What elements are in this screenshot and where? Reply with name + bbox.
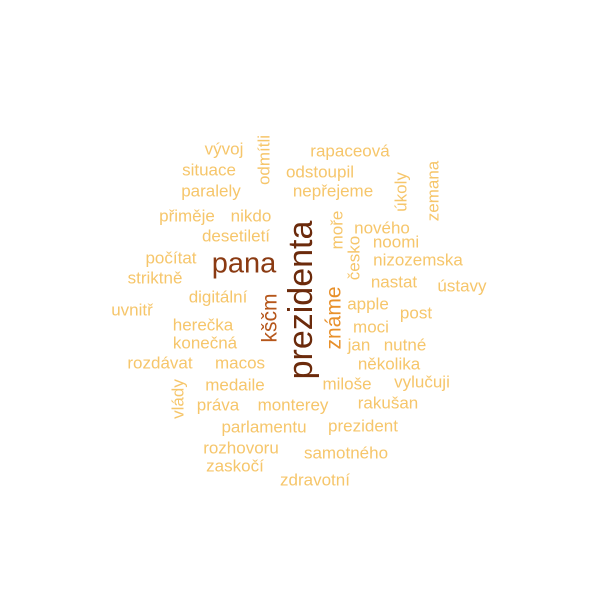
word-striktne: striktně: [127, 268, 183, 288]
word-apple: apple: [347, 294, 389, 314]
word-uvnitr: uvnitř: [111, 300, 153, 320]
word-neprejeme: nepřejeme: [292, 181, 374, 201]
word-moci: moci: [353, 317, 389, 337]
word-cesko: česko: [344, 235, 364, 281]
word-more: moře: [327, 210, 347, 250]
word-zemana: zemana: [423, 160, 443, 222]
word-odmitli: odmítli: [254, 134, 274, 186]
word-post: post: [399, 303, 433, 323]
word-nizozemska: nizozemska: [373, 250, 463, 270]
word-pana: pana: [211, 247, 277, 280]
word-vyvoj: vývoj: [204, 139, 244, 159]
word-noomi: noomi: [372, 232, 420, 252]
word-herecka: herečka: [172, 315, 234, 335]
word-ustavy: ústavy: [437, 276, 487, 296]
word-kscm: kščm: [258, 293, 282, 343]
word-rozhovoru: rozhovoru: [203, 438, 279, 458]
word-zdravotni: zdravotní: [280, 470, 350, 490]
word-paralely: paralely: [181, 181, 241, 201]
word-prava: práva: [196, 395, 240, 415]
word-zaskoci: zaskočí: [206, 456, 264, 476]
word-monterey: monterey: [257, 395, 329, 415]
word-samotneho: samotného: [303, 443, 389, 463]
word-zname: známe: [322, 286, 346, 350]
word-milose: miloše: [322, 374, 372, 394]
word-parlamentu: parlamentu: [221, 417, 307, 437]
word-vylucuji: vylučuji: [394, 372, 450, 392]
word-digitalni: digitální: [188, 287, 248, 307]
word-prezidenta: prezidenta: [282, 220, 320, 380]
word-rozdavat: rozdávat: [127, 353, 193, 373]
word-konecna: konečná: [172, 333, 238, 353]
word-noveho: nového: [354, 218, 410, 238]
word-primeje: přiměje: [159, 206, 215, 226]
word-prezident: prezident: [328, 416, 398, 436]
word-situace: situace: [182, 160, 236, 180]
word-pocitat: počítat: [145, 248, 197, 268]
word-desetileti: desetiletí: [201, 226, 271, 246]
word-medaile: medaile: [205, 375, 265, 395]
word-macos: macos: [214, 353, 266, 373]
word-odstoupil: odstoupil: [285, 162, 355, 182]
word-rapaceova: rapaceová: [310, 141, 390, 161]
word-nikdo: nikdo: [230, 206, 272, 226]
word-rakusan: rakušan: [357, 393, 419, 413]
word-nekolika: několika: [357, 354, 421, 374]
word-ukoly: úkoly: [391, 172, 411, 212]
word-vlady: vlády: [168, 379, 188, 419]
word-nastat: nastat: [370, 272, 418, 292]
word-nutne: nutné: [383, 335, 427, 355]
word-jan: jan: [347, 335, 371, 355]
